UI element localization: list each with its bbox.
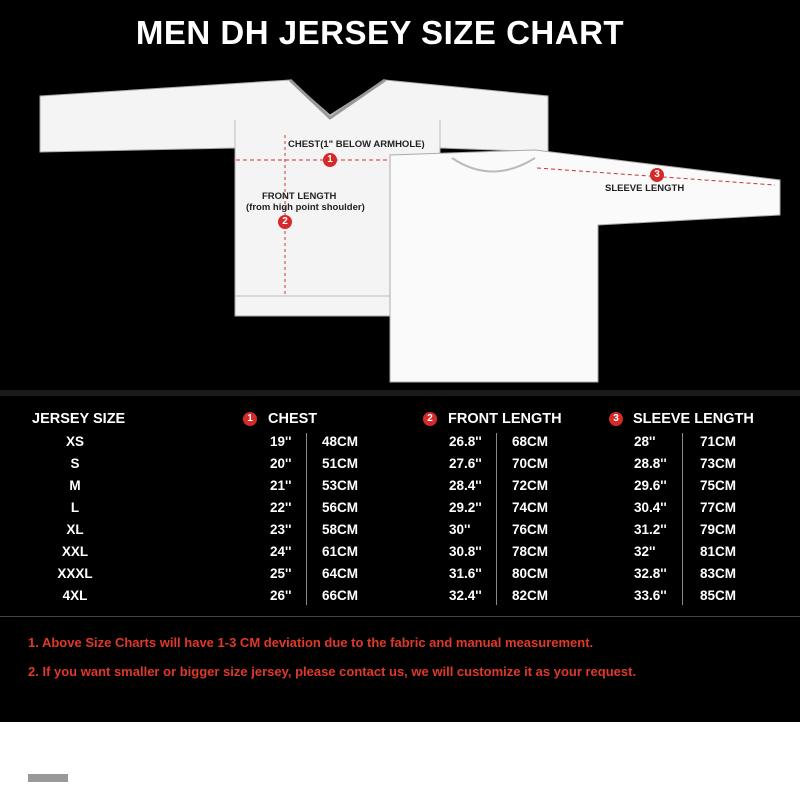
cell-sleeve-cm: 83CM (700, 566, 737, 581)
column-divider (496, 433, 497, 605)
cell-sleeve-in: 32.8'' (634, 566, 667, 581)
cell-front-cm: 80CM (512, 566, 549, 581)
cell-sleeve-in: 32'' (634, 544, 656, 559)
cell-front-in: 29.2'' (449, 500, 482, 515)
divider (0, 616, 800, 617)
cell-sleeve-cm: 71CM (700, 434, 737, 449)
note-2: 2. If you want smaller or bigger size je… (28, 664, 637, 679)
marker-1-icon: 1 (243, 412, 257, 426)
back-jersey-illustration (389, 149, 781, 383)
cell-chest-cm: 61CM (322, 544, 359, 559)
cell-sleeve-cm: 85CM (700, 588, 737, 603)
page-title: MEN DH JERSEY SIZE CHART (135, 14, 625, 51)
header-jersey-size: JERSEY SIZE (32, 411, 126, 427)
cell-chest-in: 22'' (270, 500, 292, 515)
cell-front-in: 28.4'' (449, 478, 482, 493)
cell-size: 4XL (62, 588, 88, 603)
cell-front-cm: 70CM (512, 456, 549, 471)
cell-chest-in: 25'' (270, 566, 292, 581)
cell-sleeve-in: 29.6'' (634, 478, 667, 493)
sleeve-length-label: SLEEVE LENGTH (605, 183, 685, 194)
front-length-label: FRONT LENGTH (262, 191, 337, 202)
chest-label: CHEST(1" BELOW ARMHOLE) (288, 139, 425, 150)
cell-chest-in: 20'' (270, 456, 292, 471)
cell-front-cm: 72CM (512, 478, 549, 493)
cell-sleeve-cm: 81CM (700, 544, 737, 559)
cell-size: L (70, 500, 80, 515)
cell-size: XL (66, 522, 84, 537)
cell-front-cm: 78CM (512, 544, 549, 559)
cell-front-in: 30.8'' (449, 544, 482, 559)
partial-image-fragment (28, 774, 68, 782)
cell-front-in: 26.8'' (449, 434, 482, 449)
cell-chest-in: 21'' (270, 478, 292, 493)
cell-front-in: 30'' (449, 522, 471, 537)
cell-chest-in: 24'' (270, 544, 292, 559)
cell-size: M (69, 478, 81, 493)
cell-sleeve-cm: 79CM (700, 522, 737, 537)
cell-front-in: 27.6'' (449, 456, 482, 471)
cell-chest-cm: 66CM (322, 588, 359, 603)
cell-sleeve-in: 30.4'' (634, 500, 667, 515)
cell-chest-in: 23'' (270, 522, 292, 537)
column-divider (306, 433, 307, 605)
header-chest: CHEST (268, 411, 318, 427)
marker-3-icon: 3 (650, 168, 664, 182)
cell-chest-cm: 64CM (322, 566, 359, 581)
cell-size: XS (65, 434, 84, 449)
cell-front-cm: 68CM (512, 434, 549, 449)
header-front-length: FRONT LENGTH (448, 411, 562, 427)
cell-chest-cm: 58CM (322, 522, 359, 537)
cell-chest-cm: 51CM (322, 456, 359, 471)
cell-front-cm: 76CM (512, 522, 549, 537)
marker-2-icon: 2 (423, 412, 437, 426)
cell-front-cm: 74CM (512, 500, 549, 515)
cell-chest-cm: 48CM (322, 434, 359, 449)
cell-sleeve-in: 28.8'' (634, 456, 667, 471)
cell-size: XXXL (57, 566, 93, 581)
cell-sleeve-in: 33.6'' (634, 588, 667, 603)
cell-front-cm: 82CM (512, 588, 549, 603)
marker-3-icon: 3 (609, 412, 623, 426)
cell-chest-cm: 56CM (322, 500, 359, 515)
cell-size: XXL (61, 544, 89, 559)
cell-sleeve-cm: 77CM (700, 500, 737, 515)
cell-sleeve-in: 31.2'' (634, 522, 667, 537)
cell-sleeve-cm: 73CM (700, 456, 737, 471)
cell-chest-in: 26'' (270, 588, 292, 603)
front-length-sublabel: (from high point shoulder) (246, 202, 365, 213)
cell-size: S (70, 456, 80, 471)
marker-1-icon: 1 (323, 153, 337, 167)
bottom-white-area (0, 722, 800, 800)
header-sleeve-length: SLEEVE LENGTH (633, 411, 754, 427)
column-divider (682, 433, 683, 605)
note-1: 1. Above Size Charts will have 1-3 CM de… (28, 635, 594, 650)
cell-chest-in: 19'' (270, 434, 292, 449)
cell-sleeve-cm: 75CM (700, 478, 737, 493)
cell-front-in: 32.4'' (449, 588, 482, 603)
marker-2-icon: 2 (278, 215, 292, 229)
divider (0, 390, 800, 396)
cell-sleeve-in: 28'' (634, 434, 656, 449)
cell-chest-cm: 53CM (322, 478, 359, 493)
cell-front-in: 31.6'' (449, 566, 482, 581)
jersey-diagram (39, 78, 781, 383)
